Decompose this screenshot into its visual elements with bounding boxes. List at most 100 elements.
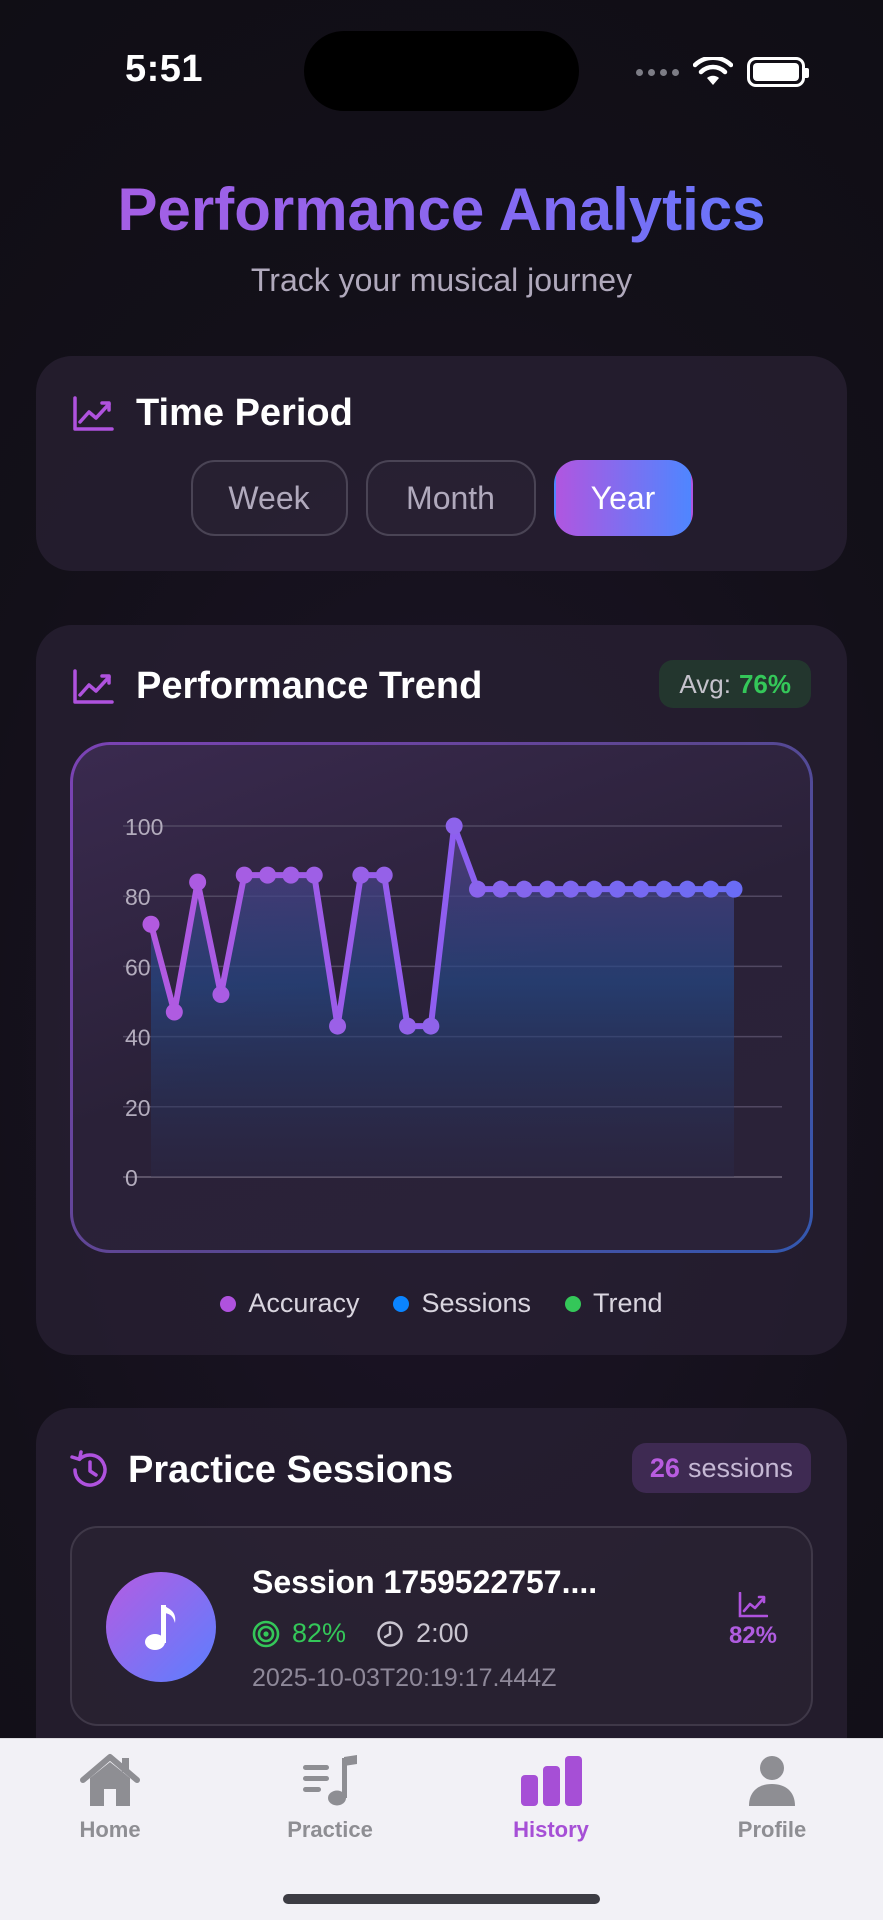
session-accuracy: 82% [292, 1618, 347, 1648]
legend-item-accuracy: Accuracy [220, 1288, 359, 1319]
page-title: Performance Analytics [0, 175, 883, 244]
y-tick-label: 80 [125, 884, 151, 910]
legend-label: Trend [593, 1288, 663, 1318]
session-score: 82% [729, 1592, 777, 1650]
accuracy-point [678, 880, 696, 898]
session-duration: 2:00 [416, 1618, 469, 1648]
tab-bar: Home Practice History Profile [0, 1738, 883, 1920]
accuracy-point [329, 1017, 347, 1035]
average-value: 76% [738, 668, 791, 699]
accuracy-point [655, 880, 673, 898]
sessions-label: Practice Sessions [128, 1448, 454, 1491]
session-avatar [106, 1572, 216, 1682]
house-icon [80, 1754, 140, 1806]
accuracy-point [305, 866, 323, 884]
sessions-count-suffix: sessions [687, 1452, 793, 1483]
trend-header: Performance Trend [72, 665, 482, 708]
sessions-count-badge: 26 sessions [631, 1443, 811, 1493]
time-period-card: Time Period Week Month Year [36, 356, 847, 571]
time-period-label: Time Period [136, 392, 353, 434]
sessions-count: 26 [649, 1452, 680, 1483]
status-time: 5:51 [125, 48, 204, 90]
period-selector: Week Month Year [36, 460, 847, 536]
session-title: Session 1759522757.... [252, 1564, 598, 1600]
trend-up-icon [738, 1592, 768, 1618]
session-date: 2025-10-03T20:19:17.444Z [252, 1664, 557, 1692]
tab-home[interactable]: Home [20, 1753, 200, 1843]
trend-chart-icon [73, 395, 114, 431]
y-tick-label: 20 [125, 1095, 151, 1121]
accuracy-point [352, 866, 370, 884]
legend-item-sessions: Sessions [393, 1288, 531, 1319]
legend-dot [393, 1295, 410, 1312]
accuracy-point [399, 1017, 417, 1035]
accuracy-point [468, 880, 486, 898]
accuracy-point [235, 866, 253, 884]
tab-history-label: History [513, 1817, 589, 1842]
target-icon [252, 1620, 280, 1647]
tab-practice[interactable]: Practice [240, 1753, 420, 1843]
trend-label: Performance Trend [136, 665, 483, 707]
status-icons [636, 54, 809, 90]
session-meta: 82% 2:00 [252, 1618, 469, 1649]
accuracy-point [608, 880, 626, 898]
home-indicator [283, 1894, 600, 1904]
tab-home-label: Home [79, 1817, 141, 1842]
period-week-button[interactable]: Week [190, 460, 348, 536]
chart-legend: Accuracy Sessions Trend [36, 1288, 847, 1319]
accuracy-point [142, 915, 160, 933]
accuracy-area [151, 826, 734, 1177]
accuracy-point [515, 880, 533, 898]
tab-history[interactable]: History [461, 1753, 641, 1843]
accuracy-point [422, 1017, 440, 1035]
performance-trend-card: Performance Trend Avg: 76% 0 20 40 60 80 100 [36, 625, 847, 1355]
accuracy-point [725, 880, 743, 898]
page-subtitle: Track your musical journey [250, 262, 633, 298]
tab-profile-label: Profile [737, 1817, 807, 1842]
history-clock-icon [70, 1450, 107, 1487]
legend-label: Accuracy [248, 1288, 360, 1318]
time-period-header: Time Period [72, 392, 353, 435]
legend-item-trend: Trend [565, 1288, 663, 1319]
accuracy-point [492, 880, 510, 898]
accuracy-point [445, 817, 463, 835]
wifi-icon [693, 57, 733, 85]
person-icon [749, 1756, 795, 1806]
music-list-icon [303, 1755, 357, 1806]
tab-practice-label: Practice [287, 1817, 373, 1842]
accuracy-point [632, 880, 650, 898]
average-label: Avg: [679, 668, 731, 699]
bar-chart-icon [521, 1756, 582, 1806]
y-tick-label: 0 [125, 1165, 138, 1191]
battery-icon [747, 57, 809, 87]
y-tick-label: 100 [125, 814, 163, 840]
accuracy-point [375, 866, 393, 884]
accuracy-point [702, 880, 720, 898]
accuracy-point [562, 880, 580, 898]
average-badge: Avg: 76% [659, 660, 811, 708]
clock-icon [377, 1620, 403, 1647]
cellular-signal-icon [636, 68, 679, 76]
legend-dot [220, 1295, 237, 1312]
trend-chart-svg: 0 20 40 60 80 100 [123, 814, 782, 1191]
tab-profile[interactable]: Profile [682, 1753, 862, 1843]
y-tick-label: 60 [125, 954, 151, 980]
accuracy-point [212, 985, 230, 1003]
music-note-icon [145, 1605, 176, 1650]
accuracy-point [259, 866, 277, 884]
accuracy-point [538, 880, 556, 898]
session-list-item[interactable]: Session 1759522757.... 82% 2:00 2025-10-… [70, 1526, 813, 1726]
y-tick-label: 40 [125, 1025, 151, 1051]
period-year-button[interactable]: Year [553, 460, 693, 536]
dynamic-island [304, 31, 579, 111]
sessions-header: Practice Sessions [68, 1448, 453, 1492]
accuracy-point [282, 866, 300, 884]
trend-chart-icon [73, 668, 114, 704]
accuracy-point [165, 1003, 183, 1021]
session-score-value: 82% [728, 1622, 777, 1649]
period-month-button[interactable]: Month [365, 460, 536, 536]
legend-dot [565, 1295, 582, 1312]
accuracy-point [585, 880, 603, 898]
legend-label: Sessions [421, 1288, 532, 1318]
accuracy-point [189, 873, 207, 891]
